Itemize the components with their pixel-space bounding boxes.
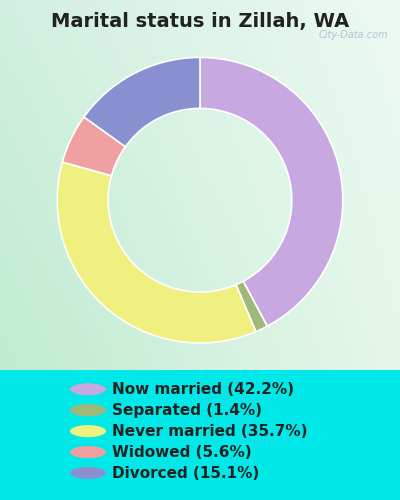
Polygon shape	[84, 58, 200, 146]
Circle shape	[70, 446, 106, 458]
Circle shape	[70, 425, 106, 437]
Text: City-Data.com: City-Data.com	[318, 30, 388, 40]
Circle shape	[70, 383, 106, 396]
Text: Now married (42.2%): Now married (42.2%)	[112, 382, 294, 397]
Circle shape	[70, 404, 106, 416]
Text: Separated (1.4%): Separated (1.4%)	[112, 402, 262, 417]
Text: Widowed (5.6%): Widowed (5.6%)	[112, 444, 252, 460]
Text: Marital status in Zillah, WA: Marital status in Zillah, WA	[51, 12, 349, 32]
Polygon shape	[57, 162, 256, 343]
Text: Never married (35.7%): Never married (35.7%)	[112, 424, 308, 438]
Circle shape	[70, 467, 106, 479]
Polygon shape	[200, 58, 343, 326]
Polygon shape	[236, 281, 267, 332]
Polygon shape	[62, 117, 125, 176]
Text: Divorced (15.1%): Divorced (15.1%)	[112, 466, 259, 480]
